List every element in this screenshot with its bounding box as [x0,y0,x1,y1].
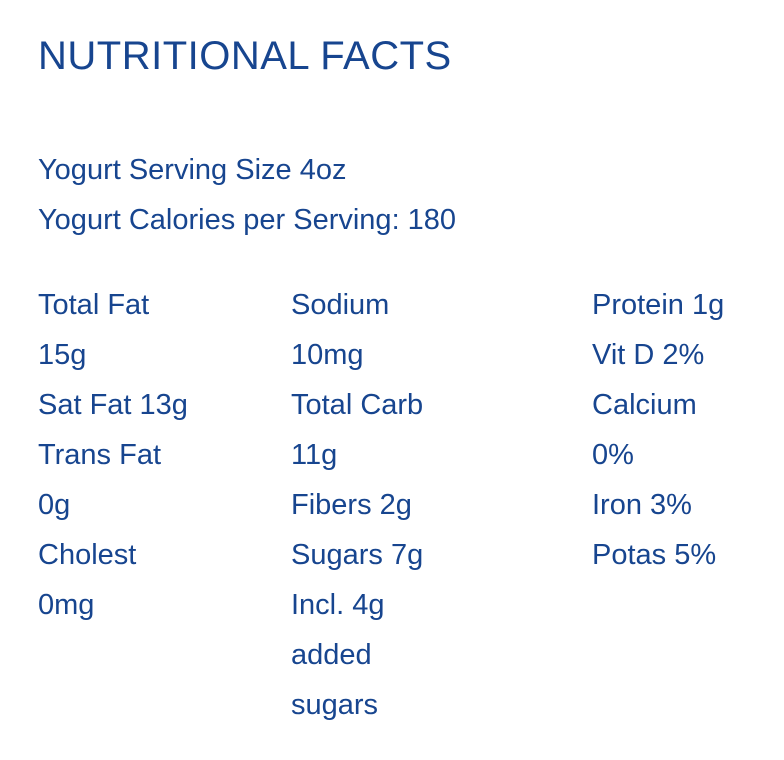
nutrient-line: Total Fat [38,289,150,321]
nutrient-line: Potas 5% [592,539,717,571]
nutrient-line: 10mg [291,339,364,371]
nutrient-line: 15g [38,339,87,371]
nutrient-line: added [291,639,372,671]
serving-line: Yogurt Calories per Serving: 180 [38,204,457,236]
title: NUTRITIONAL FACTS [38,34,452,78]
serving-info: Yogurt Serving Size 4oz Yogurt Calories … [38,145,456,245]
nutrient-line: 11g [291,439,338,471]
nutrient-line: Fibers 2g [291,489,412,521]
nutrient-line: 0mg [38,589,95,621]
nutrient-line: 0g [38,489,71,521]
column: Total Fat 15g Sat Fat 13g Trans Fat 0g Choles… [38,280,188,630]
nutrient-line: Sugars 7g [291,539,424,571]
nutrient-line: Trans Fat [38,439,162,471]
nutrient-line: Vit D 2% [592,339,705,371]
nutrient-line: Sodium [291,289,390,321]
nutrient-line: Protein 1g [592,289,725,321]
nutrient-line: sugars [291,689,379,721]
nutrient-line: 0% [592,439,634,471]
nutrient-line: Total Carb [291,389,424,421]
nutrient-line: Sat Fat 13g [38,389,188,421]
nutrient-line: Calcium [592,389,697,421]
column: Sodium 10mg Total Carb 11g Fibers 2g Sugars 7… [291,280,423,730]
column: Protein 1g Vit D 2% Calcium 0% Iron 3% Potas … [592,280,724,580]
nutrient-line: Cholest [38,539,137,571]
serving-line: Yogurt Serving Size 4oz [38,154,347,186]
nutrient-line: Iron 3% [592,489,692,521]
nutrient-line: Incl. 4g [291,589,385,621]
